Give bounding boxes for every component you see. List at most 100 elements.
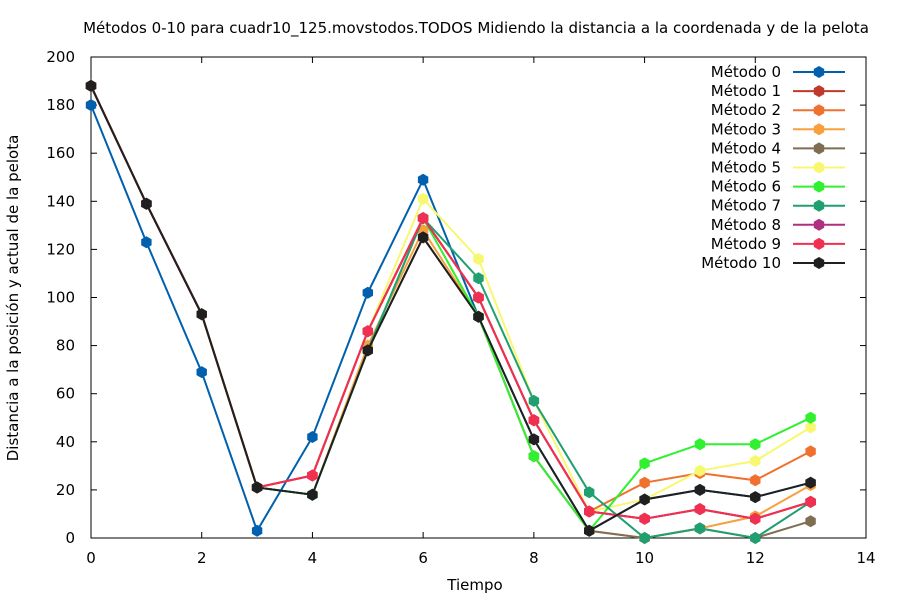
legend-marker (813, 161, 825, 174)
data-point (750, 532, 761, 544)
series-2 (85, 79, 816, 518)
series-group (85, 79, 816, 544)
data-point (528, 433, 540, 446)
y-tick-label: 100 (46, 289, 75, 307)
legend-label: Método 6 (711, 178, 781, 196)
legend-label: Método 9 (711, 235, 781, 253)
x-tick-label: 10 (635, 549, 654, 567)
data-point (694, 503, 706, 516)
legend-marker (813, 199, 825, 212)
y-tick-label: 120 (46, 240, 75, 258)
data-point (251, 524, 263, 537)
data-point (694, 438, 706, 451)
data-point (417, 212, 429, 225)
data-point (141, 197, 152, 210)
data-point (694, 522, 706, 535)
data-point (639, 493, 650, 506)
data-point (251, 481, 263, 494)
legend-marker (813, 218, 825, 231)
data-point (196, 308, 207, 321)
legend-marker (813, 142, 825, 155)
legend-label: Método 7 (711, 197, 781, 215)
data-point (805, 515, 816, 528)
data-point (694, 464, 706, 477)
data-point (473, 253, 484, 265)
data-point (805, 411, 816, 424)
legend-marker (813, 85, 825, 98)
legend-label: Método 0 (711, 63, 781, 81)
data-point (473, 310, 484, 323)
data-point (85, 99, 97, 112)
legend-label: Método 5 (711, 159, 781, 177)
series-10 (85, 79, 816, 537)
data-point (639, 532, 650, 544)
legend-item: Método 6 (711, 178, 845, 196)
y-tick-label: 0 (65, 529, 75, 547)
y-tick-label: 60 (56, 385, 75, 403)
x-tick-label: 6 (418, 549, 428, 567)
x-tick-label: 14 (856, 549, 875, 567)
x-tick-label: 4 (308, 549, 318, 567)
data-point (473, 291, 484, 304)
data-point (528, 450, 540, 463)
legend-item: Método 0 (711, 63, 845, 81)
y-tick-label: 200 (46, 48, 75, 66)
data-point (750, 512, 761, 525)
data-point (750, 474, 761, 487)
data-point (417, 231, 429, 244)
data-point (141, 236, 152, 249)
data-point (362, 344, 373, 357)
series-line (90, 85, 811, 520)
legend-marker (813, 123, 825, 136)
series-5 (85, 79, 816, 518)
legend-item: Método 4 (711, 139, 845, 157)
data-point (473, 272, 484, 285)
legend-marker (813, 104, 825, 117)
legend-label: Método 10 (701, 254, 781, 272)
y-tick-label: 180 (46, 96, 75, 114)
data-point (528, 414, 540, 427)
data-point (85, 79, 97, 92)
series-6 (85, 79, 816, 537)
legend-item: Método 10 (701, 254, 845, 272)
series-line (90, 85, 811, 520)
legend-item: Método 8 (711, 216, 845, 234)
data-point (805, 495, 816, 508)
data-point (307, 431, 318, 443)
y-tick-label: 20 (56, 481, 75, 499)
data-point (362, 286, 373, 299)
series-line (90, 85, 811, 533)
legend-item: Método 2 (711, 101, 845, 119)
series-line (90, 85, 811, 520)
legend-marker (813, 180, 825, 193)
data-point (196, 366, 207, 379)
x-tick-label: 2 (197, 549, 207, 567)
legend-label: Método 1 (711, 82, 781, 100)
legend-label: Método 4 (711, 139, 781, 157)
x-tick-label: 8 (529, 549, 539, 567)
legend-label: Método 2 (711, 101, 781, 119)
data-point (417, 173, 429, 186)
data-point (805, 421, 816, 434)
legend-item: Método 5 (711, 159, 845, 177)
data-point (694, 483, 706, 496)
data-point (528, 394, 540, 407)
data-point (307, 469, 318, 482)
y-axis-title: Distancia a la posición y actual de la p… (4, 135, 22, 462)
data-point (750, 491, 761, 504)
data-point (750, 438, 761, 451)
legend-item: Método 7 (711, 197, 845, 215)
data-point (584, 524, 595, 537)
y-tick-label: 140 (46, 192, 75, 210)
data-point (584, 505, 595, 518)
legend-label: Método 8 (711, 216, 781, 234)
y-tick-label: 40 (56, 433, 75, 451)
legend-item: Método 3 (711, 120, 845, 138)
legend-label: Método 3 (711, 120, 781, 138)
legend-marker (813, 237, 825, 250)
x-tick-label: 12 (746, 549, 765, 567)
y-tick-label: 160 (46, 144, 75, 162)
